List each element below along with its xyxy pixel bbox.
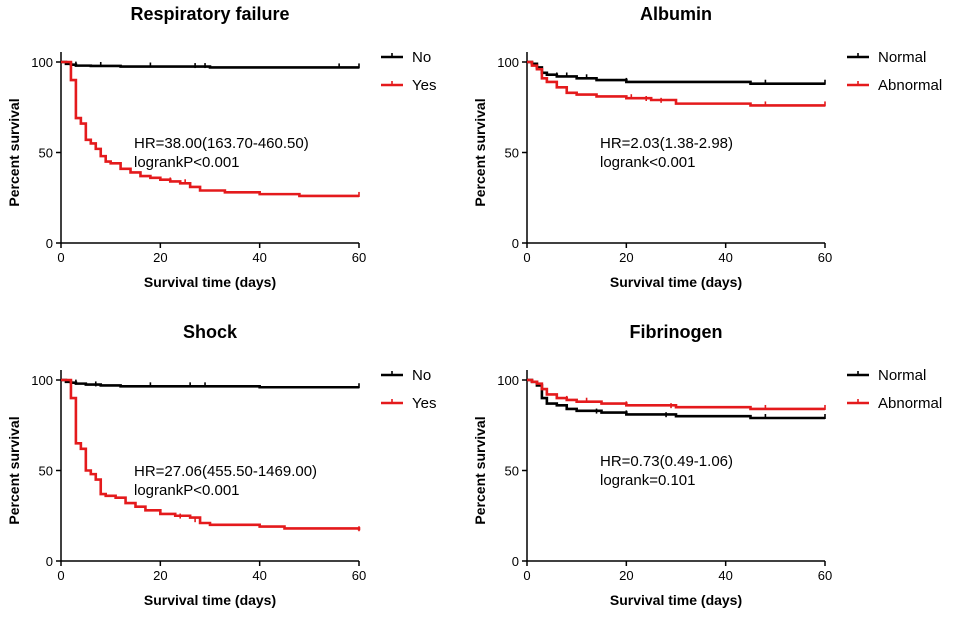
series-line-yes xyxy=(61,378,361,531)
x-axis-label: Survival time (days) xyxy=(610,592,742,608)
x-tick-label: 20 xyxy=(619,568,633,583)
y-axis-label: Percent survival xyxy=(472,416,488,524)
x-tick-label: 0 xyxy=(523,250,530,265)
chart-panel-3: Fibrinogen 0 50 100 0 20 40 60 Survival time (da… xyxy=(472,322,942,608)
annotation-text: HR=38.00(163.70-460.50) xyxy=(134,135,309,152)
x-tick-label: 0 xyxy=(57,250,64,265)
x-axis-label: Survival time (days) xyxy=(144,274,276,290)
annotation-text: logrank=0.101 xyxy=(600,472,696,489)
legend-label: Yes xyxy=(412,77,436,94)
annotation-text: logrankP<0.001 xyxy=(134,482,240,499)
series-line-yes xyxy=(61,60,359,198)
annotation-text: logrank<0.001 xyxy=(600,154,696,171)
x-tick-label: 40 xyxy=(718,568,732,583)
x-tick-label: 20 xyxy=(153,250,167,265)
y-tick-label: 100 xyxy=(31,55,53,70)
legend-label: Abnormal xyxy=(878,77,942,94)
x-tick-label: 60 xyxy=(352,568,366,583)
y-axis-label: Percent survival xyxy=(6,98,22,206)
y-tick-label: 100 xyxy=(497,373,519,388)
x-tick-label: 60 xyxy=(352,250,366,265)
annotation-text: HR=0.73(0.49-1.06) xyxy=(600,453,733,470)
y-axis-label: Percent survival xyxy=(6,416,22,524)
series-line-no xyxy=(61,60,359,69)
x-tick-label: 0 xyxy=(523,568,530,583)
annotation-text: HR=2.03(1.38-2.98) xyxy=(600,135,733,152)
x-tick-label: 40 xyxy=(252,250,266,265)
x-tick-label: 60 xyxy=(818,250,832,265)
x-tick-label: 20 xyxy=(153,568,167,583)
legend-label: Yes xyxy=(412,395,436,412)
chart-title: Albumin xyxy=(640,4,712,24)
y-tick-label: 100 xyxy=(31,373,53,388)
x-tick-label: 20 xyxy=(619,250,633,265)
series-line-normal xyxy=(527,60,825,86)
x-tick-label: 40 xyxy=(718,250,732,265)
x-axis-label: Survival time (days) xyxy=(144,592,276,608)
y-tick-label: 50 xyxy=(39,146,53,161)
legend-label: Abnormal xyxy=(878,395,942,412)
series-line-abnormal xyxy=(527,378,825,411)
chart-panel-0: Respiratory failure 0 50 100 0 20 40 60 Survival… xyxy=(6,4,436,290)
legend-label: No xyxy=(412,367,431,384)
x-tick-label: 40 xyxy=(252,568,266,583)
legend-label: Normal xyxy=(878,49,926,66)
chart-panel-2: Shock 0 50 100 0 20 40 60 Survival time (days) Pe… xyxy=(6,322,436,608)
y-axis-label: Percent survival xyxy=(472,98,488,206)
legend-label: No xyxy=(412,49,431,66)
chart-panel-1: Albumin 0 50 100 0 20 40 60 Survival time (days)… xyxy=(472,4,942,290)
chart-title: Respiratory failure xyxy=(130,4,289,24)
y-tick-label: 0 xyxy=(46,554,53,569)
chart-title: Fibrinogen xyxy=(630,322,723,342)
y-tick-label: 50 xyxy=(505,464,519,479)
annotation-text: logrankP<0.001 xyxy=(134,154,240,171)
chart-title: Shock xyxy=(183,322,238,342)
y-tick-label: 0 xyxy=(512,554,519,569)
y-tick-label: 0 xyxy=(512,236,519,251)
series-line-no xyxy=(61,378,359,389)
x-axis-label: Survival time (days) xyxy=(610,274,742,290)
x-tick-label: 60 xyxy=(818,568,832,583)
y-tick-label: 50 xyxy=(39,464,53,479)
annotation-text: HR=27.06(455.50-1469.00) xyxy=(134,463,317,480)
y-tick-label: 0 xyxy=(46,236,53,251)
series-line-abnormal xyxy=(527,60,825,107)
legend-label: Normal xyxy=(878,367,926,384)
x-tick-label: 0 xyxy=(57,568,64,583)
y-tick-label: 50 xyxy=(505,146,519,161)
y-tick-label: 100 xyxy=(497,55,519,70)
